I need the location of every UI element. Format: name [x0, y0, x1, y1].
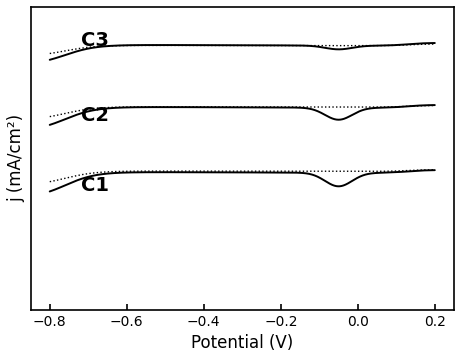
Text: C1: C1	[81, 176, 108, 195]
Text: C2: C2	[81, 106, 108, 125]
Text: C3: C3	[81, 31, 108, 50]
X-axis label: Potential (V): Potential (V)	[191, 334, 293, 352]
Y-axis label: j (mA/cm²): j (mA/cm²)	[7, 114, 25, 202]
